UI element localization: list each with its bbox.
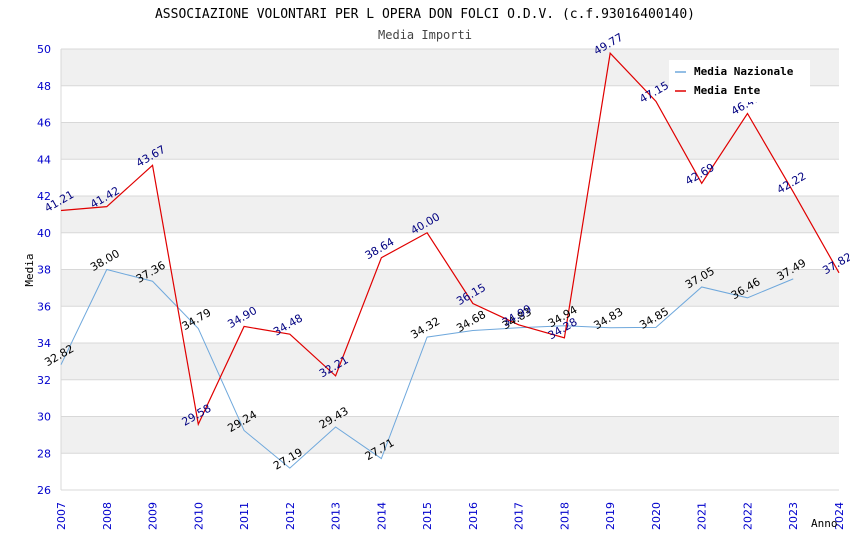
x-tick-label: 2024: [833, 502, 846, 530]
legend-box: [669, 60, 810, 102]
data-label: 34.32: [408, 315, 442, 342]
y-tick-label: 42: [37, 190, 51, 203]
x-tick-label: 2016: [467, 502, 480, 530]
y-tick-label: 50: [37, 43, 51, 56]
x-tick-label: 2008: [101, 502, 114, 530]
x-tick-label: 2020: [650, 502, 663, 530]
grid-band: [61, 122, 839, 160]
data-label: 42.22: [775, 169, 809, 196]
legend-label-ente: Media Ente: [694, 84, 761, 97]
data-label: 34.90: [225, 304, 259, 331]
y-tick-label: 44: [37, 153, 51, 166]
grid-bands: [61, 49, 839, 454]
legend: Media Nazionale Media Ente: [669, 60, 810, 102]
x-tick-label: 2013: [330, 502, 343, 530]
x-tick-label: 2023: [787, 502, 800, 530]
y-tick-label: 36: [37, 300, 51, 313]
x-tick-label: 2012: [284, 502, 297, 530]
data-label: 38.64: [363, 235, 397, 262]
x-tick-label: 2009: [147, 502, 160, 530]
x-tick-label: 2014: [375, 502, 388, 530]
y-tick-label: 28: [37, 447, 51, 460]
x-tick-label: 2015: [421, 502, 434, 530]
series-line-nazionale: [60, 268, 794, 469]
x-tick-label: 2017: [513, 502, 526, 530]
grid-band: [61, 343, 839, 380]
chart-subtitle: Media Importi: [378, 28, 472, 42]
series-layer: [60, 51, 840, 469]
grid-band: [61, 416, 839, 454]
x-tick-label: 2011: [238, 502, 251, 530]
x-tick-label: 2021: [696, 502, 709, 530]
y-tick-label: 48: [37, 80, 51, 93]
y-tick-label: 38: [37, 264, 51, 277]
y-tick-label: 40: [37, 227, 51, 240]
y-tick-label: 34: [37, 337, 51, 350]
y-tick-label: 26: [37, 484, 51, 497]
data-label: 34.48: [271, 312, 305, 339]
legend-label-nazionale: Media Nazionale: [694, 65, 794, 78]
x-axis-label: Anno: [811, 517, 838, 530]
data-label: 34.79: [180, 306, 214, 333]
grid-band: [61, 269, 839, 307]
chart-title: ASSOCIAZIONE VOLONTARI PER L OPERA DON F…: [155, 7, 695, 22]
x-tick-label: 2010: [192, 502, 205, 530]
y-axis-ticks: 26 28 30 32 34 36 38 40 42 44 46 48 50: [37, 43, 51, 497]
grid-band: [61, 196, 839, 233]
series-line-ente: [60, 51, 840, 427]
y-tick-label: 32: [37, 374, 51, 387]
y-tick-label: 46: [37, 117, 51, 130]
data-label: 42.69: [683, 161, 717, 188]
x-tick-label: 2022: [741, 502, 754, 530]
y-axis-label: Media: [23, 253, 36, 286]
grid-lines: [60, 48, 839, 491]
x-tick-label: 2018: [558, 502, 571, 530]
x-axis-ticks: 2007 2008 2009 2010 2011 2012 2013 2014 2015 2016…: [55, 502, 846, 530]
x-tick-label: 2019: [604, 502, 617, 530]
x-tick-label: 2007: [55, 502, 68, 530]
y-tick-label: 30: [37, 411, 51, 424]
